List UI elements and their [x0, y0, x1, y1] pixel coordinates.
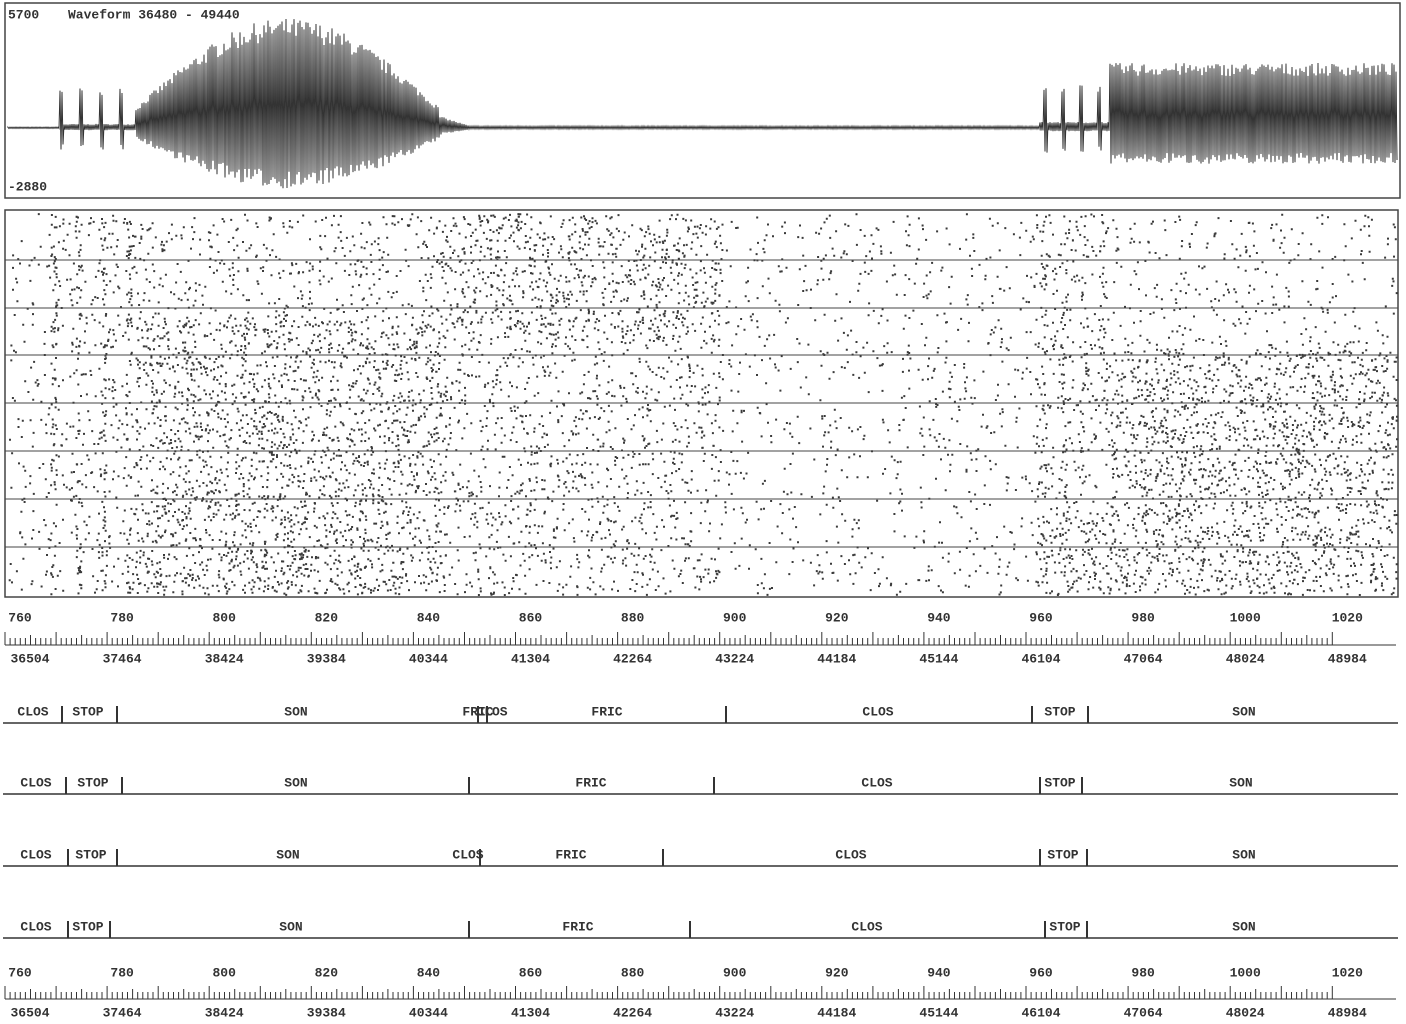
segment-label: STOP [1044, 775, 1075, 790]
time-label: 1020 [1332, 965, 1363, 980]
segment-label: CLOS [862, 704, 893, 719]
sample-label: 44184 [817, 1005, 856, 1020]
segment-label: CLOS [476, 704, 507, 719]
time-label: 860 [519, 610, 543, 625]
speech-display: 5700 Waveform 36480 - 49440 -2880 760 780… [0, 0, 1406, 1024]
sample-label: 48984 [1328, 651, 1367, 666]
segment-label: STOP [1044, 704, 1075, 719]
time-label: 880 [621, 610, 645, 625]
sample-label: 37464 [103, 651, 142, 666]
segment-label: CLOS [20, 919, 51, 934]
time-label: 820 [315, 965, 339, 980]
time-ruler [5, 632, 1396, 645]
time-label: 980 [1131, 965, 1155, 980]
time-label: 840 [417, 610, 441, 625]
sample-label: 48024 [1226, 651, 1265, 666]
time-label: 980 [1131, 610, 1155, 625]
time-label: 960 [1029, 965, 1053, 980]
waveform-title: Waveform 36480 - 49440 [68, 7, 240, 22]
time-ruler [5, 986, 1396, 999]
sample-label: 42264 [613, 1005, 652, 1020]
sample-label: 46104 [1021, 651, 1060, 666]
sample-label: 42264 [613, 651, 652, 666]
segment-label: SON [276, 847, 299, 862]
segment-label: CLOS [20, 775, 51, 790]
sample-label: 40344 [409, 651, 448, 666]
sample-label: 41304 [511, 1005, 550, 1020]
time-label: 780 [110, 965, 134, 980]
segment-label: STOP [1049, 919, 1080, 934]
segment-label: FRIC [591, 704, 622, 719]
segment-label: SON [1232, 704, 1255, 719]
time-label: 860 [519, 965, 543, 980]
waveform-min: -2880 [8, 179, 47, 194]
segment-label: STOP [1047, 847, 1078, 862]
sample-label: 43224 [715, 651, 754, 666]
segment-label: SON [1232, 919, 1255, 934]
segment-label: FRIC [575, 775, 606, 790]
segment-label: SON [1232, 847, 1255, 862]
time-label: 960 [1029, 610, 1053, 625]
sample-label: 44184 [817, 651, 856, 666]
segment-label: CLOS [452, 847, 483, 862]
time-label: 900 [723, 610, 747, 625]
sample-label: 36504 [10, 651, 49, 666]
sample-label: 45144 [919, 1005, 958, 1020]
time-label: 900 [723, 965, 747, 980]
sample-label: 46104 [1021, 1005, 1060, 1020]
segment-label: SON [284, 704, 307, 719]
sample-label: 47064 [1124, 1005, 1163, 1020]
segment-label: SON [284, 775, 307, 790]
sample-label: 38424 [205, 1005, 244, 1020]
time-label: 760 [8, 610, 32, 625]
sample-label: 45144 [919, 651, 958, 666]
time-label: 880 [621, 965, 645, 980]
segment-label: CLOS [851, 919, 882, 934]
sample-label: 41304 [511, 651, 550, 666]
time-label: 920 [825, 965, 849, 980]
waveform-max: 5700 [8, 7, 39, 22]
time-label: 840 [417, 965, 441, 980]
time-label: 780 [110, 610, 134, 625]
sample-label: 39384 [307, 651, 346, 666]
time-label: 1000 [1230, 965, 1261, 980]
segment-label: CLOS [20, 847, 51, 862]
sample-label: 37464 [103, 1005, 142, 1020]
sample-label: 39384 [307, 1005, 346, 1020]
segment-label: STOP [72, 919, 103, 934]
segment-label: SON [1229, 775, 1252, 790]
segment-label: FRIC [562, 919, 593, 934]
time-label: 1020 [1332, 610, 1363, 625]
time-label: 800 [212, 610, 236, 625]
time-label: 940 [927, 965, 951, 980]
segment-label: CLOS [835, 847, 866, 862]
segment-label: SON [279, 919, 302, 934]
sample-label: 48984 [1328, 1005, 1367, 1020]
time-label: 800 [212, 965, 236, 980]
sample-label: 38424 [205, 651, 244, 666]
sample-label: 43224 [715, 1005, 754, 1020]
time-label: 1000 [1230, 610, 1261, 625]
segment-label: STOP [72, 704, 103, 719]
time-label: 820 [315, 610, 339, 625]
time-label: 920 [825, 610, 849, 625]
time-label: 940 [927, 610, 951, 625]
segment-label: FRIC [555, 847, 586, 862]
segment-label: STOP [75, 847, 106, 862]
segment-label: STOP [77, 775, 108, 790]
sample-label: 48024 [1226, 1005, 1265, 1020]
sample-label: 36504 [10, 1005, 49, 1020]
sample-label: 47064 [1124, 651, 1163, 666]
segment-label: CLOS [861, 775, 892, 790]
sample-label: 40344 [409, 1005, 448, 1020]
time-label: 760 [8, 965, 32, 980]
segment-label: CLOS [17, 704, 48, 719]
